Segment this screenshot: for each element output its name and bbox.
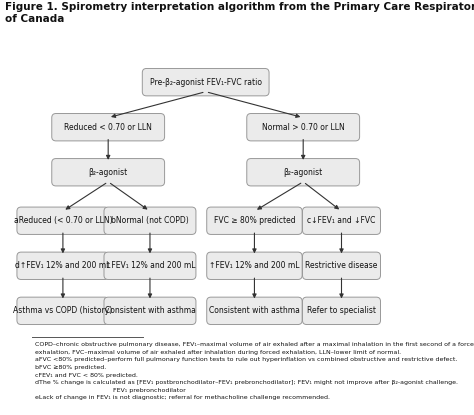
FancyBboxPatch shape xyxy=(104,207,196,234)
FancyBboxPatch shape xyxy=(52,159,164,186)
Text: Figure 1. Spirometry interpretation algorithm from the Primary Care Respiratory : Figure 1. Spirometry interpretation algo… xyxy=(5,2,474,24)
Text: exhalation, FVC–maximal volume of air exhaled after inhalation during forced exh: exhalation, FVC–maximal volume of air ex… xyxy=(35,350,401,355)
FancyBboxPatch shape xyxy=(17,297,109,325)
Text: Pre-β₂-agonist FEV₁-FVC ratio: Pre-β₂-agonist FEV₁-FVC ratio xyxy=(150,78,262,87)
Text: FVC ≥ 80% predicted: FVC ≥ 80% predicted xyxy=(214,216,295,225)
FancyBboxPatch shape xyxy=(247,114,360,141)
FancyBboxPatch shape xyxy=(17,252,109,279)
Text: d↑FEV₁ 12% and 200 mL: d↑FEV₁ 12% and 200 mL xyxy=(15,261,110,270)
Text: Normal > 0.70 or LLN: Normal > 0.70 or LLN xyxy=(262,123,345,132)
FancyBboxPatch shape xyxy=(207,252,302,279)
Text: aFVC <80% predicted–perform full pulmonary function tests to rule out hyperinfla: aFVC <80% predicted–perform full pulmona… xyxy=(35,357,457,362)
FancyBboxPatch shape xyxy=(207,207,302,234)
Text: COPD–chronic obstructive pulmonary disease, FEV₁–maximal volume of air exhaled a: COPD–chronic obstructive pulmonary disea… xyxy=(35,342,474,347)
FancyBboxPatch shape xyxy=(302,207,381,234)
FancyBboxPatch shape xyxy=(17,207,109,234)
Text: eLack of change in FEV₁ is not diagnostic; referral for methacholine challenge r: eLack of change in FEV₁ is not diagnosti… xyxy=(35,395,330,400)
Text: Reduced < 0.70 or LLN: Reduced < 0.70 or LLN xyxy=(64,123,152,132)
FancyBboxPatch shape xyxy=(247,159,360,186)
FancyBboxPatch shape xyxy=(302,252,381,279)
Text: ↑FEV₁ 12% and 200 mL: ↑FEV₁ 12% and 200 mL xyxy=(105,261,195,270)
Text: Consistent with asthma: Consistent with asthma xyxy=(209,306,300,315)
FancyBboxPatch shape xyxy=(52,114,164,141)
FancyBboxPatch shape xyxy=(104,252,196,279)
Text: bNormal (not COPD): bNormal (not COPD) xyxy=(111,216,189,225)
FancyBboxPatch shape xyxy=(207,297,302,325)
Text: Refer to specialist: Refer to specialist xyxy=(307,306,376,315)
Text: β₂-agonist: β₂-agonist xyxy=(283,168,323,177)
Text: Asthma vs COPD (history): Asthma vs COPD (history) xyxy=(13,306,112,315)
Text: β₂-agonist: β₂-agonist xyxy=(89,168,128,177)
Text: Restrictive disease: Restrictive disease xyxy=(305,261,378,270)
FancyBboxPatch shape xyxy=(104,297,196,325)
Text: ↑FEV₁ 12% and 200 mL: ↑FEV₁ 12% and 200 mL xyxy=(209,261,300,270)
Text: FEV₁ prebronchodilator: FEV₁ prebronchodilator xyxy=(35,388,186,393)
Text: bFVC ≥80% predicted.: bFVC ≥80% predicted. xyxy=(35,365,106,370)
FancyBboxPatch shape xyxy=(142,68,269,96)
Text: dThe % change is calculated as [FEV₁ postbronchodilator–FEV₁ prebronchodilator];: dThe % change is calculated as [FEV₁ pos… xyxy=(35,380,458,385)
Text: cFEV₁ and FVC < 80% predicted.: cFEV₁ and FVC < 80% predicted. xyxy=(35,373,138,378)
FancyBboxPatch shape xyxy=(302,297,381,325)
Text: c↓FEV₁ and ↓FVC: c↓FEV₁ and ↓FVC xyxy=(307,216,376,225)
Text: aReduced (< 0.70 or LLN): aReduced (< 0.70 or LLN) xyxy=(14,216,112,225)
Text: Consistent with asthma: Consistent with asthma xyxy=(105,306,195,315)
